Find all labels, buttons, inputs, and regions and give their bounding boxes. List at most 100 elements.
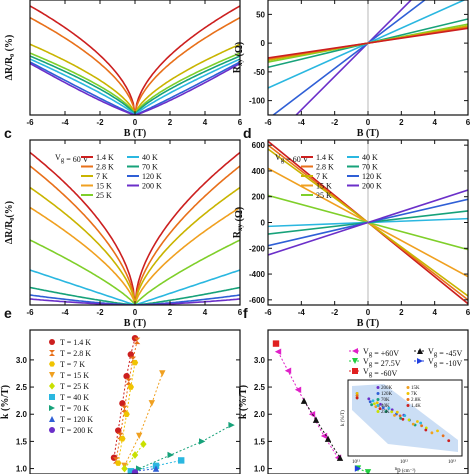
series-line	[30, 206, 240, 305]
x-tick-label: -2	[96, 308, 104, 317]
inset-legend-marker	[376, 386, 380, 389]
inset-point	[384, 410, 388, 413]
inset-point	[367, 397, 371, 401]
x-tick-label: 4	[432, 308, 437, 317]
series-dashed-line	[113, 338, 136, 458]
legend-label: Vg = +60V	[363, 347, 399, 358]
legend-label: 200 K	[142, 182, 162, 191]
data-point	[354, 465, 362, 472]
y-tick-label: -50	[253, 68, 265, 77]
series-line	[30, 52, 240, 115]
data-point	[152, 465, 160, 472]
inset-legend-marker	[376, 404, 380, 407]
y-tick-label: 200	[252, 193, 266, 202]
data-point	[131, 359, 139, 366]
inset-legend-label: 40K	[381, 404, 390, 409]
data-point	[308, 411, 316, 418]
legend-label: 120 K	[362, 172, 382, 181]
inset-point	[419, 421, 423, 425]
legend-label: T = 200 K	[60, 426, 93, 435]
inset-point	[393, 413, 396, 417]
legend-label: Vg = -45V	[428, 347, 462, 358]
data-point	[49, 361, 55, 367]
x-tick-label: -2	[96, 118, 104, 127]
data-point	[133, 337, 141, 345]
series-dashed-line	[139, 424, 232, 470]
inset-point	[395, 410, 399, 414]
series-line	[30, 5, 240, 115]
series-line	[30, 186, 240, 305]
inset-x-tick-label: 10¹³	[448, 459, 456, 465]
series-group	[268, 140, 468, 305]
series-dashed-line	[124, 373, 163, 467]
inset-point	[355, 394, 359, 398]
series-line	[30, 239, 240, 305]
y-tick-label: 2.0	[16, 410, 28, 419]
x-axis-label: B (T)	[124, 128, 147, 139]
inset-legend-label: 1.4K	[411, 404, 421, 409]
legend-label: Vg = -10V	[428, 357, 462, 368]
data-point	[49, 427, 55, 433]
x-tick-label: 6	[238, 118, 243, 127]
legend-label: 120 K	[142, 172, 162, 181]
data-point	[119, 435, 126, 442]
x-tick-label: 6	[238, 308, 243, 317]
data-point	[167, 451, 174, 459]
y-axis-label: Rxy (Ω)	[232, 42, 245, 73]
inset-point	[411, 422, 415, 426]
inset-legend-marker	[406, 404, 410, 407]
inset-point	[371, 399, 375, 403]
y-axis-label: Rxy (Ω)	[232, 207, 245, 238]
panel-b: -6 -4 -2 0 2 4 6 B (T) -100 -50 0 50 Rxy (Ω)	[232, 0, 471, 139]
plot-frame	[29, 329, 241, 474]
data-point	[272, 340, 280, 347]
legend-label: 2.8 K	[316, 163, 334, 172]
inset-shaded-band	[352, 384, 458, 452]
y-tick-label: 1.0	[16, 465, 28, 474]
plot-frame	[29, 0, 241, 116]
legend-label: T = 120 K	[60, 415, 93, 424]
data-point	[49, 372, 55, 378]
data-point	[300, 397, 308, 404]
y-tick-label: 3.0	[254, 356, 266, 365]
data-point	[49, 339, 55, 345]
legend-label: 15 K	[96, 182, 112, 191]
legend-label: T = 1.4 K	[60, 338, 91, 347]
legend-label: 7 K	[316, 172, 328, 181]
inset-legend-label: 2.8K	[411, 398, 421, 403]
y-tick-label: -100	[249, 97, 266, 106]
inset-x-tick-label: 10¹¹	[352, 459, 360, 465]
inset-point	[375, 401, 379, 405]
legend-label: 200 K	[362, 182, 382, 191]
data-point	[324, 435, 332, 442]
data-point	[49, 350, 55, 356]
y-axis-label: k (%/T)	[238, 385, 249, 419]
inset-legend-marker	[376, 410, 380, 413]
x-tick-label: -4	[298, 308, 306, 317]
legend-label: 1.4 K	[96, 153, 114, 162]
data-point	[136, 465, 143, 472]
inset-point	[373, 402, 376, 406]
legend-label: 40 K	[142, 153, 158, 162]
inset-point	[436, 429, 439, 433]
legend-label: T = 15 K	[60, 371, 89, 380]
inset-point	[378, 407, 382, 411]
inset-point	[441, 434, 445, 438]
inset-x-axis-label: np (cm⁻²)	[395, 466, 416, 474]
inset-point	[381, 406, 385, 410]
y-axis-label: ΔR/R₀(%)	[4, 201, 15, 244]
inset-legend-marker	[376, 398, 380, 401]
series-group	[110, 334, 235, 474]
legend-label: T = 70 K	[60, 404, 89, 413]
inset-legend-label: 70K	[381, 398, 390, 403]
data-point	[274, 348, 282, 355]
inset-point	[430, 431, 434, 435]
y-tick-label: 2.5	[16, 383, 28, 392]
x-axis-label: B (T)	[357, 318, 380, 329]
data-point	[112, 457, 120, 464]
x-tick-label: -4	[61, 118, 69, 127]
